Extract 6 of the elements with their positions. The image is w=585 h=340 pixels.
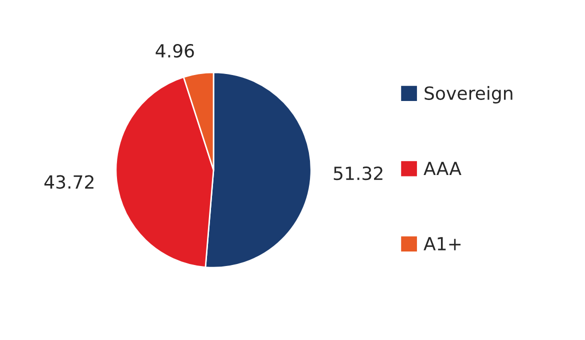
legend-label: Sovereign (424, 86, 512, 104)
legend-label: AAA (424, 162, 462, 175)
data-label: 43.72 (44, 175, 94, 189)
data-label: 4.96 (156, 44, 194, 58)
legend-label: A1+ (424, 237, 461, 250)
data-label: 51.32 (334, 166, 382, 180)
